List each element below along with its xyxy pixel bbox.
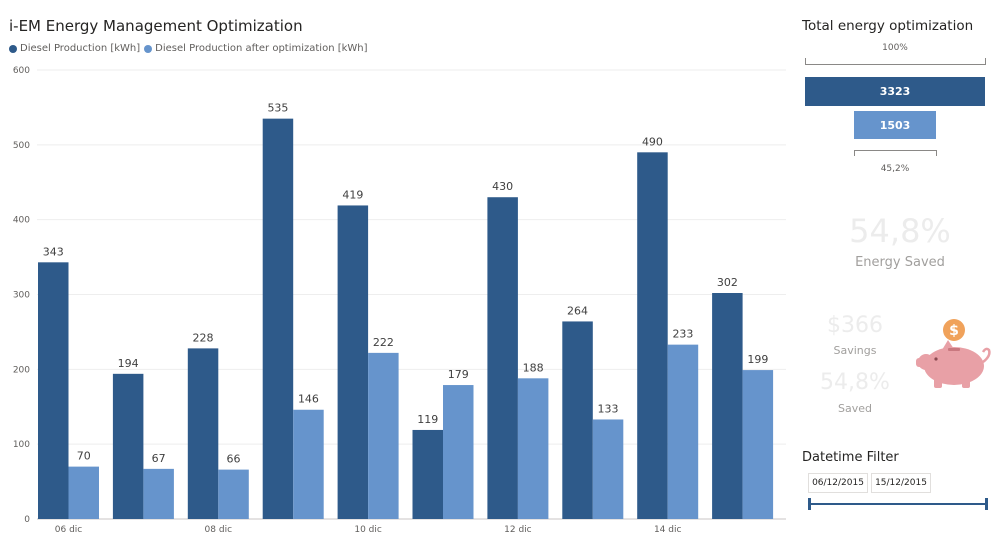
bar[interactable] xyxy=(517,378,549,519)
data-label: 67 xyxy=(152,452,166,465)
savings-value: $366 xyxy=(827,313,883,338)
energy-saved-value: 54,8% xyxy=(849,212,951,250)
x-tick-label: 12 dic xyxy=(504,525,532,535)
data-label: 119 xyxy=(417,413,438,426)
date-range-slider[interactable] xyxy=(808,498,988,510)
data-label: 343 xyxy=(43,245,64,258)
bar[interactable] xyxy=(143,468,174,519)
data-label: 264 xyxy=(567,304,588,317)
bar[interactable] xyxy=(412,429,444,519)
slider-handle-end xyxy=(985,498,988,510)
funnel-bar-total-value: 3323 xyxy=(879,85,911,98)
bar[interactable] xyxy=(637,152,668,520)
bar[interactable] xyxy=(38,262,69,519)
data-label: 535 xyxy=(267,102,288,115)
piggy-bank-icon: $ xyxy=(916,319,991,388)
data-label: 302 xyxy=(717,276,738,289)
y-tick-label: 0 xyxy=(24,515,30,525)
bar[interactable] xyxy=(592,419,624,519)
data-label: 490 xyxy=(642,135,663,148)
data-label: 188 xyxy=(523,361,544,374)
funnel-top-bracket xyxy=(805,58,986,65)
funnel-bar-optimized-value: 1503 xyxy=(879,118,911,132)
x-tick-label: 06 dic xyxy=(55,525,83,535)
data-label: 66 xyxy=(227,453,241,466)
slider-handle-start xyxy=(808,498,811,510)
chart-legend: Diesel Production [kWh] Diesel Productio… xyxy=(9,43,372,54)
data-label: 70 xyxy=(77,450,91,463)
bar[interactable] xyxy=(293,409,324,519)
bar[interactable] xyxy=(667,344,699,519)
y-tick-label: 100 xyxy=(13,440,30,450)
data-label: 133 xyxy=(598,402,619,415)
data-label: 228 xyxy=(193,331,214,344)
bar[interactable] xyxy=(262,118,294,519)
funnel-top-percent: 100% xyxy=(882,43,908,53)
bar-chart-plot[interactable]: 0 100 200 300 400 500 600 343 70 06 dic 194 67 228 66… xyxy=(0,60,790,546)
bar[interactable] xyxy=(487,197,518,519)
funnel-bottom-percent: 45,2% xyxy=(880,164,910,174)
data-label: 430 xyxy=(492,180,513,193)
date-filter-title: Datetime Filter xyxy=(802,450,899,465)
funnel-title: Total energy optimization xyxy=(802,18,974,34)
y-tick-label: 500 xyxy=(13,141,30,151)
funnel-bottom-bracket xyxy=(854,150,937,156)
funnel-bar-optimized[interactable]: 1503 xyxy=(854,111,936,139)
savings-label: Savings xyxy=(833,344,877,357)
date-end-input[interactable]: 15/12/2015 xyxy=(871,473,931,493)
bar[interactable] xyxy=(443,385,474,519)
bar[interactable] xyxy=(712,293,743,519)
coin-icon xyxy=(943,319,965,341)
funnel-bar-total[interactable]: 3323 xyxy=(805,77,985,106)
legend-label: Diesel Production after optimization [kW… xyxy=(155,43,368,54)
chart-panel: i-EM Energy Management Optimization Dies… xyxy=(0,17,790,546)
data-label: 199 xyxy=(747,353,768,366)
data-label: 194 xyxy=(118,357,139,370)
y-tick-label: 600 xyxy=(13,66,30,76)
legend-label: Diesel Production [kWh] xyxy=(20,43,141,54)
chart-title: i-EM Energy Management Optimization xyxy=(9,17,303,35)
data-label: 222 xyxy=(373,336,394,349)
energy-saved-label: Energy Saved xyxy=(855,255,945,270)
legend-item-diesel-production[interactable]: Diesel Production [kWh] xyxy=(9,43,140,54)
data-label: 179 xyxy=(448,368,469,381)
data-label: 233 xyxy=(672,328,693,341)
date-start-input[interactable]: 06/12/2015 xyxy=(808,473,868,493)
bar[interactable] xyxy=(562,321,593,519)
bar[interactable] xyxy=(742,370,774,519)
x-tick-label: 10 dic xyxy=(354,525,382,535)
y-tick-label: 200 xyxy=(13,365,30,375)
x-tick-label: 08 dic xyxy=(205,525,233,535)
saved-label: Saved xyxy=(838,402,872,415)
legend-item-diesel-after-optimization[interactable]: Diesel Production after optimization [kW… xyxy=(144,43,368,54)
data-label: 146 xyxy=(298,393,319,406)
data-label: 419 xyxy=(342,188,363,201)
bar[interactable] xyxy=(187,348,219,519)
bar[interactable] xyxy=(68,466,100,519)
y-tick-label: 300 xyxy=(13,291,30,301)
bar[interactable] xyxy=(368,352,399,519)
legend-dot-icon xyxy=(9,44,17,53)
bar[interactable] xyxy=(337,205,369,519)
legend-dot-icon xyxy=(144,44,153,53)
x-tick-label: 14 dic xyxy=(654,525,682,535)
bar[interactable] xyxy=(218,469,249,519)
svg-text:$: $ xyxy=(949,323,959,339)
y-tick-label: 400 xyxy=(13,216,30,226)
saved-value: 54,8% xyxy=(820,370,890,395)
bar[interactable] xyxy=(112,373,144,519)
